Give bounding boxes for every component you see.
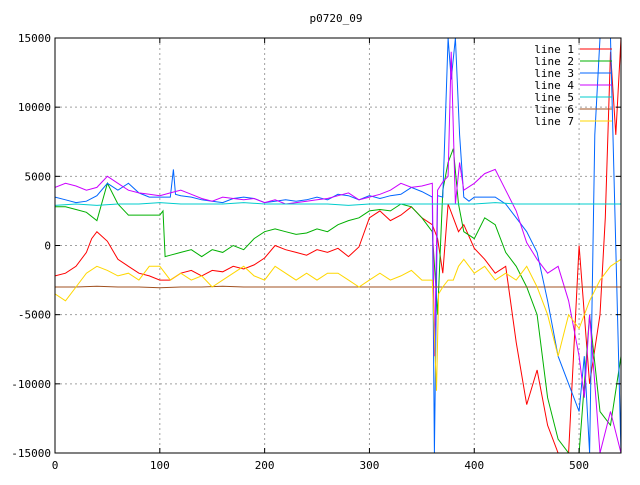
tick-layer: 0 100 200 300 400 500 -15000 -10000 -5000 0 5000 10…: [11, 32, 621, 472]
x-tick-label: 0: [52, 459, 59, 472]
y-tick-label: 15000: [18, 32, 51, 45]
legend-label-2: line 2: [534, 55, 574, 68]
legend-label-4: line 4: [534, 79, 574, 92]
series-line-5: [55, 202, 621, 206]
y-tick-label: 0: [44, 240, 51, 253]
x-tick-label: 400: [464, 459, 484, 472]
y-tick-label: -10000: [11, 378, 51, 391]
series-line-3: [55, 38, 621, 453]
series-line-4: [55, 51, 621, 453]
x-tick-label: 300: [360, 459, 380, 472]
y-tick-label: 5000: [25, 170, 52, 183]
legend-label-3: line 3: [534, 67, 574, 80]
y-tick-label: 10000: [18, 101, 51, 114]
x-tick-label: 200: [255, 459, 275, 472]
series-line-2: [55, 148, 621, 453]
chart-title: p0720_09: [310, 12, 363, 25]
x-tick-label: 100: [150, 459, 170, 472]
series-line-7: [55, 258, 621, 391]
legend-label-6: line 6: [534, 103, 574, 116]
series-layer: [55, 38, 621, 453]
legend-label-1: line 1: [534, 43, 574, 56]
y-tick-label: -15000: [11, 447, 51, 460]
y-tick-label: -5000: [18, 309, 51, 322]
series-line-1: [55, 38, 621, 453]
series-line-6: [55, 285, 621, 289]
legend-label-5: line 5: [534, 91, 574, 104]
grid-layer: [55, 38, 621, 453]
x-tick-label: 500: [569, 459, 589, 472]
legend-label-7: line 7: [534, 115, 574, 128]
